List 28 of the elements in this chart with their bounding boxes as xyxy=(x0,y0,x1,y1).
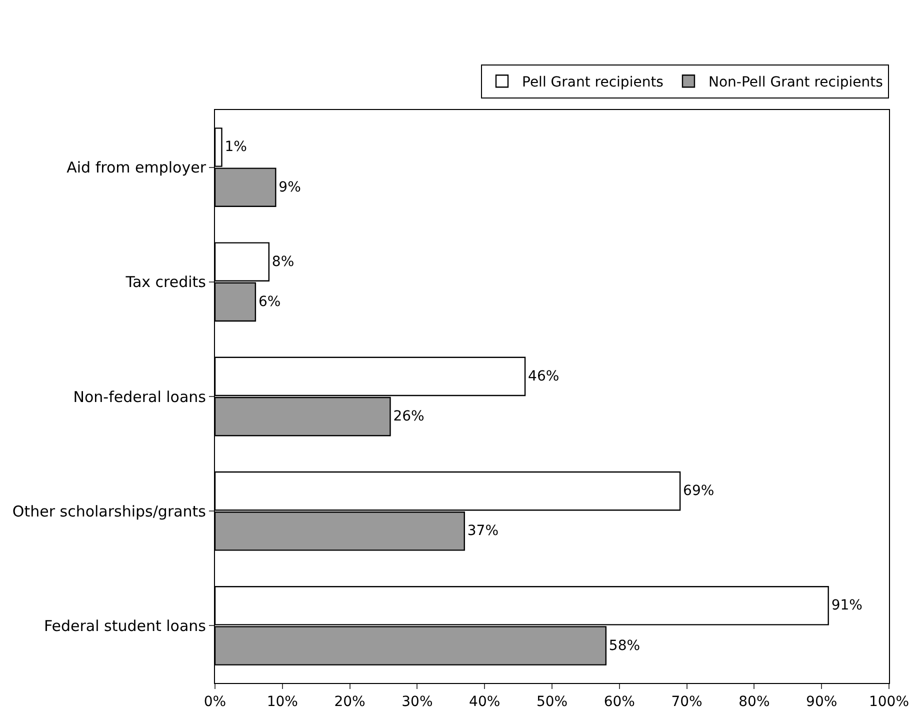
data-label: 6% xyxy=(258,294,281,310)
y-tick-label: Other scholarships/grants xyxy=(12,502,206,520)
legend-label: Pell Grant recipients xyxy=(522,74,664,91)
data-label: 1% xyxy=(224,139,247,156)
x-tick-label: 100% xyxy=(868,694,910,710)
x-tick-label: 50% xyxy=(536,694,568,710)
data-label: 26% xyxy=(393,408,424,425)
y-tick-label: Non-federal loans xyxy=(73,388,206,406)
x-tick-label: 20% xyxy=(334,694,366,710)
x-tick-label: 40% xyxy=(469,694,500,710)
data-label: 91% xyxy=(831,598,862,614)
data-label: 69% xyxy=(683,483,714,500)
data-label: 46% xyxy=(528,368,560,384)
y-tick-label: Tax credits xyxy=(124,273,206,292)
x-tick-label: 30% xyxy=(402,694,433,710)
x-tick-label: 60% xyxy=(604,694,635,710)
legend-label: Non-Pell Grant recipients xyxy=(708,74,883,91)
x-tick-label: 70% xyxy=(671,694,702,710)
x-tick-label: 80% xyxy=(738,694,770,710)
y-tick-label: Aid from employer xyxy=(66,158,207,177)
data-label: 37% xyxy=(467,523,499,540)
x-tick-label: 10% xyxy=(266,694,298,710)
data-label: 8% xyxy=(272,254,294,270)
y-tick-label: Federal student loans xyxy=(44,616,206,635)
x-tick-label: 90% xyxy=(806,694,838,710)
data-label: 9% xyxy=(278,179,301,196)
data-label: 58% xyxy=(608,638,640,654)
x-tick-label: 0% xyxy=(204,694,226,710)
